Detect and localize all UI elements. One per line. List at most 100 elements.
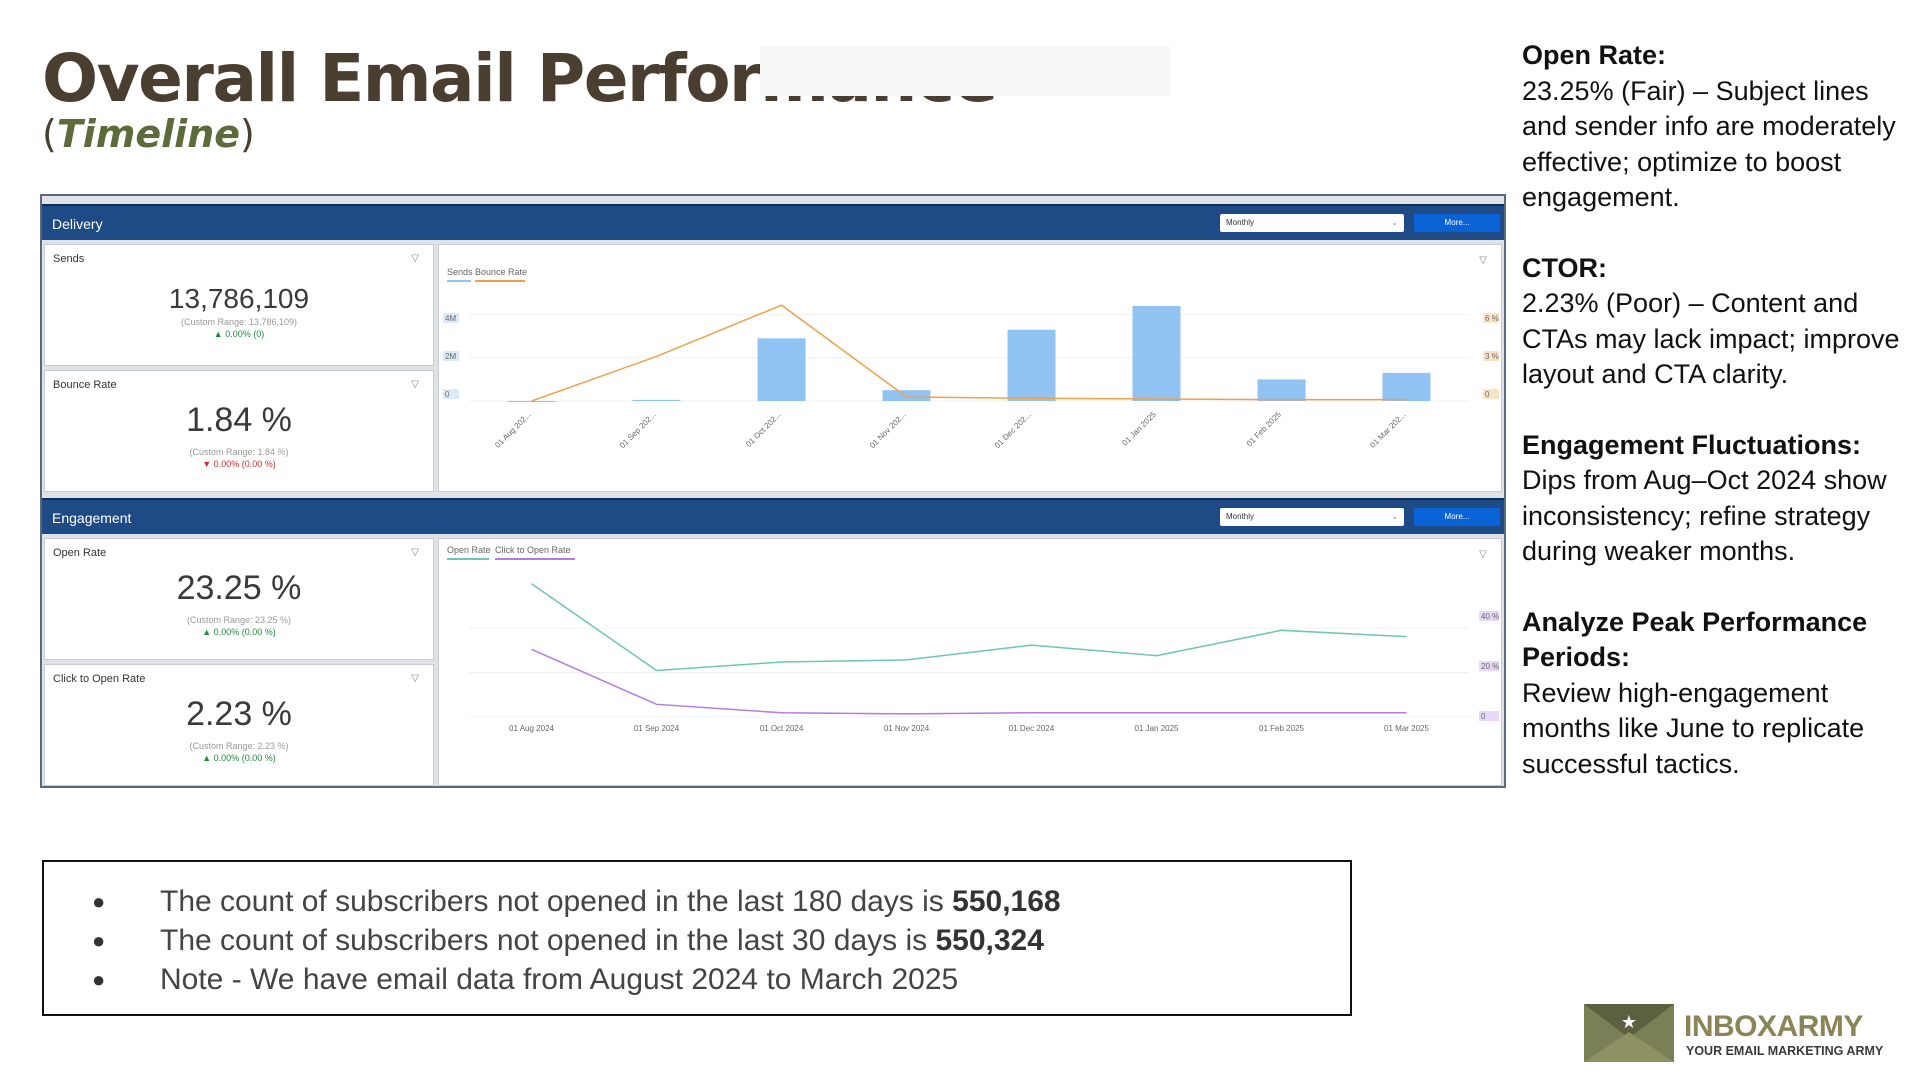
- x-tick-label: 01 Mar 202...: [1368, 410, 1408, 450]
- x-tick-label: 01 Mar 2025: [1384, 724, 1429, 733]
- delivery-header-title: Delivery: [52, 216, 103, 232]
- legend-sends: Sends: [447, 267, 473, 277]
- bullet-icon: ●: [92, 967, 106, 992]
- info-text: The count of subscribers not opened in t…: [160, 924, 936, 957]
- note-heading: Open Rate:: [1522, 40, 1667, 70]
- delivery-period-select[interactable]: Monthly ⌄: [1220, 214, 1404, 232]
- filter-icon[interactable]: ▽: [411, 379, 419, 390]
- inboxarmy-logo: ★ INBOXARMY YOUR EMAIL MARKETING ARMY: [1584, 1004, 1884, 1062]
- sends-bar: [507, 401, 556, 402]
- note-heading: Engagement Fluctuations:: [1522, 429, 1862, 460]
- y-tick-bg: [1479, 711, 1499, 721]
- note-body: Review high-engagement months like June …: [1522, 677, 1865, 779]
- y-tick-label: 40 %: [1481, 612, 1499, 621]
- engagement-header-title: Engagement: [52, 510, 132, 526]
- x-tick-label: 01 Aug 2024: [509, 724, 554, 733]
- list-item: ● The count of subscribers not opened in …: [44, 921, 1350, 960]
- info-value: 550,324: [935, 924, 1044, 957]
- title-highlight: [760, 46, 1170, 96]
- note-body: 23.25% (Fair) – Subject lines and sender…: [1522, 75, 1896, 213]
- x-tick-label: 01 Oct 2024: [760, 724, 804, 733]
- info-text: Note - We have email data from August 20…: [160, 963, 959, 996]
- note-heading: Analyze Peak Performance Periods:: [1522, 606, 1868, 673]
- engagement-chart-card: ▽ Open Rate Click to Open Rate 40 % 20 % 0…: [438, 538, 1502, 786]
- x-tick-label: 01 Feb 2025: [1259, 724, 1304, 733]
- bounce-rate-delta: ▼ 0.00% (0.00 %): [202, 459, 276, 469]
- y-tick-bg: [1479, 611, 1499, 621]
- x-tick-label: 01 Oct 202...: [744, 410, 783, 449]
- subtitle-open-paren: (: [42, 112, 57, 156]
- chevron-down-icon: ⌄: [1391, 218, 1398, 227]
- open-rate-range: (Custom Range: 23.25 %): [186, 615, 292, 625]
- y-tick-label: 0: [445, 390, 450, 399]
- y-tick-bg: [1483, 389, 1499, 399]
- sends-bar: [1132, 305, 1181, 401]
- legend-ctor: Click to Open Rate: [495, 545, 571, 555]
- x-tick-label: 01 Jan 2025: [1134, 724, 1179, 733]
- sends-range: (Custom Range: 13,786,109): [180, 317, 298, 327]
- note-body: 2.23% (Poor) – Content and CTAs may lack…: [1522, 288, 1900, 389]
- legend-bounce-rate: Bounce Rate: [475, 267, 527, 277]
- bounce-rate-range: (Custom Range: 1.84 %): [189, 447, 289, 457]
- bounce-rate-value: 1.84 %: [186, 401, 292, 439]
- note-open-rate: Open Rate: 23.25% (Fair) – Subject lines …: [1522, 38, 1912, 216]
- ctor-label: Click to Open Rate: [53, 673, 146, 685]
- y-tick-bg: [1479, 661, 1499, 671]
- filter-icon[interactable]: ▽: [1479, 255, 1487, 266]
- y-tick-label: 0: [1485, 390, 1490, 399]
- engagement-chart: Open Rate Click to Open Rate 40 % 20 % 0 0…: [447, 545, 1499, 733]
- delivery-header: Delivery Monthly ⌄ More...: [42, 204, 1504, 240]
- logo-tagline: YOUR EMAIL MARKETING ARMY: [1686, 1044, 1884, 1058]
- note-body: Dips from Aug–Oct 2024 show inconsistenc…: [1522, 465, 1887, 566]
- envelope-icon: ★: [1584, 1004, 1674, 1062]
- y-tick-bg: [443, 389, 459, 399]
- sends-value: 13,786,109: [168, 283, 310, 314]
- note-heading: CTOR:: [1522, 252, 1607, 283]
- sends-delta: ▲ 0.00% (0): [213, 329, 265, 339]
- y-tick-bg: [443, 313, 459, 323]
- y-tick-label: 6 %: [1485, 314, 1499, 323]
- engagement-more-button[interactable]: More...: [1414, 508, 1500, 526]
- x-tick-label: 01 Dec 202...: [993, 410, 1033, 450]
- filter-icon[interactable]: ▽: [411, 547, 419, 558]
- bounce-rate-label: Bounce Rate: [53, 379, 117, 391]
- delivery-more-button[interactable]: More...: [1414, 214, 1500, 232]
- legend-open-rate: Open Rate: [447, 545, 491, 555]
- x-tick-label: 01 Nov 2024: [884, 724, 930, 733]
- engagement-period-select[interactable]: Monthly ⌄: [1220, 508, 1404, 526]
- filter-icon[interactable]: ▽: [1479, 549, 1487, 560]
- x-tick-label: 01 Feb 2025: [1245, 410, 1284, 449]
- note-peak-periods: Analyze Peak Performance Periods: Review …: [1522, 605, 1912, 783]
- delivery-chart-card: ▽ Sends Bounce Rate 4M 2M 0 6 % 3 % 0 01 Aug…: [438, 244, 1502, 492]
- bounce-rate-card: Bounce Rate ▽ 1.84 % (Custom Range: 1.84…: [44, 370, 434, 492]
- ctor-card: Click to Open Rate ▽ 2.23 % (Custom Rang…: [44, 664, 434, 786]
- x-tick-label: 01 Jan 2025: [1120, 410, 1158, 448]
- list-item: ● The count of subscribers not opened in …: [44, 882, 1350, 921]
- x-tick-label: 01 Dec 2024: [1009, 724, 1055, 733]
- engagement-period-value: Monthly: [1226, 512, 1255, 521]
- y-tick-bg: [443, 351, 459, 361]
- engagement-header: Engagement Monthly ⌄ More...: [42, 498, 1504, 534]
- sends-card: Sends ▽ 13,786,109 (Custom Range: 13,786…: [44, 244, 434, 366]
- sends-bar: [757, 338, 806, 401]
- y-tick-label: 2M: [445, 352, 456, 361]
- x-tick-label: 01 Aug 202...: [493, 410, 533, 450]
- open-rate-card: Open Rate ▽ 23.25 % (Custom Range: 23.25…: [44, 538, 434, 660]
- info-text: The count of subscribers not opened in t…: [160, 885, 953, 918]
- sends-bar: [1257, 379, 1306, 401]
- list-item: ● Note - We have email data from August 2…: [44, 960, 1350, 999]
- y-tick-bg: [1483, 351, 1499, 361]
- bullet-icon: ●: [92, 928, 106, 953]
- note-ctor: CTOR: 2.23% (Poor) – Content and CTAs may…: [1522, 251, 1912, 393]
- y-tick-label: 3 %: [1485, 352, 1499, 361]
- ctor-line: [531, 648, 1407, 715]
- y-tick-bg: [1483, 313, 1499, 323]
- filter-icon[interactable]: ▽: [411, 673, 419, 684]
- subtitle-close-paren: ): [240, 112, 255, 156]
- bullet-icon: ●: [92, 889, 106, 914]
- chevron-down-icon: ⌄: [1391, 512, 1398, 521]
- y-tick-label: 4M: [445, 314, 456, 323]
- sends-bar: [1382, 372, 1431, 401]
- star-icon: ★: [1621, 1012, 1637, 1033]
- filter-icon[interactable]: ▽: [411, 253, 419, 264]
